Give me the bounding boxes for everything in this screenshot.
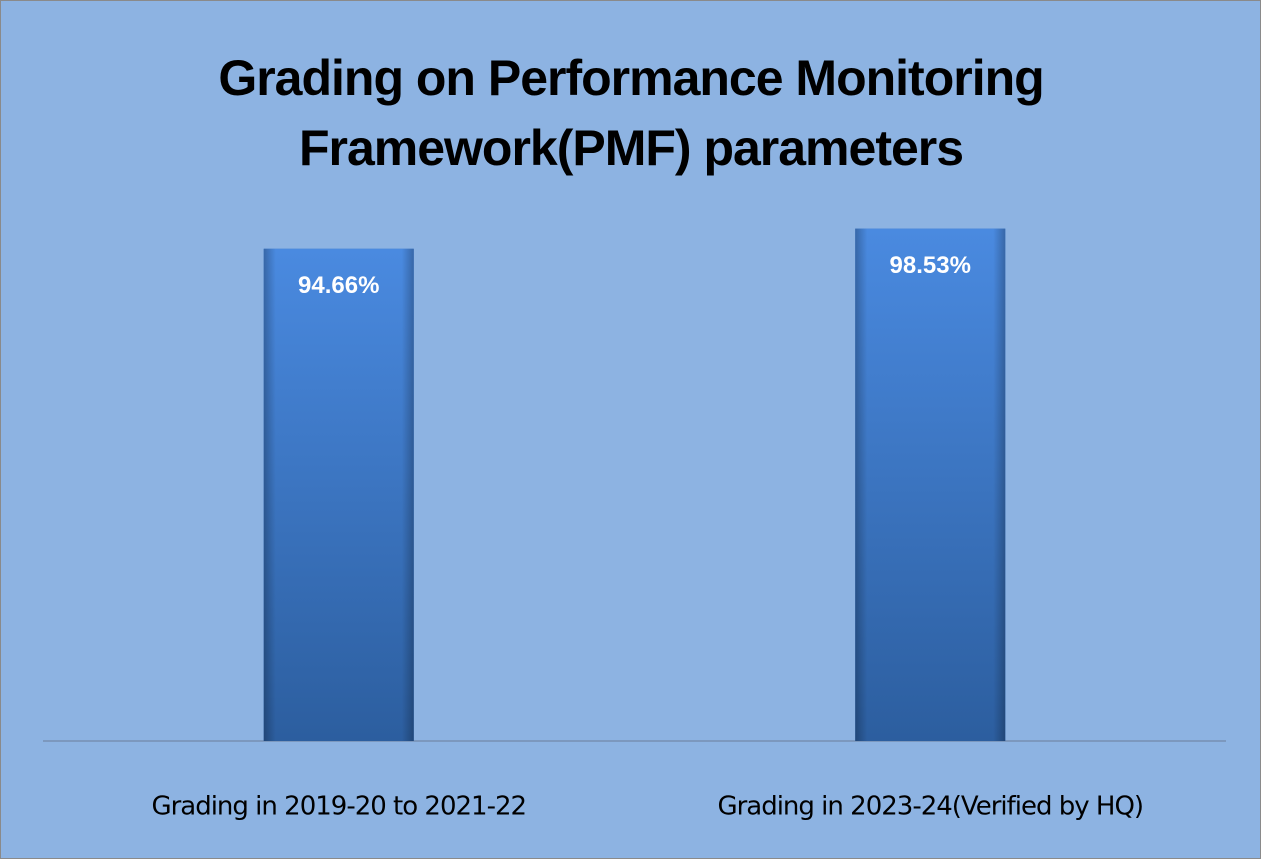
data-label: 98.53% (890, 252, 971, 279)
data-label: 94.66% (298, 272, 379, 299)
chart-title: Grading on Performance Monitoring Framew… (218, 50, 1044, 176)
bar (263, 248, 414, 741)
x-tick-label: Grading in 2023-24(Verified by HQ) (717, 792, 1143, 822)
x-tick-label: Grading in 2019-20 to 2021-22 (151, 792, 526, 822)
bar (855, 228, 1006, 742)
